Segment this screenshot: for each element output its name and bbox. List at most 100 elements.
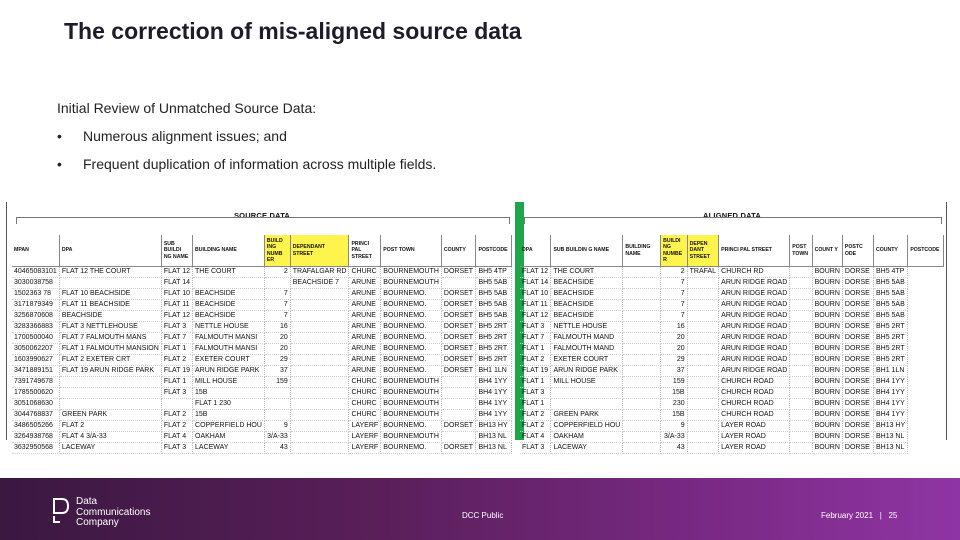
table-cell bbox=[441, 277, 477, 289]
table-cell: BH1 1LN bbox=[873, 365, 909, 377]
table-row: 40465083101 FLAT 12 THE COURT FLAT 12 THE C… bbox=[12, 266, 512, 278]
table-cell: 3486505266 bbox=[12, 420, 60, 432]
table-cell: 15B bbox=[660, 409, 688, 421]
frame-edge bbox=[946, 202, 947, 440]
table-cell: BEACHSIDE 7 bbox=[290, 277, 350, 289]
table-cell: ARUN RIDGE ROAD bbox=[718, 354, 791, 366]
table-cell: LAYER ROAD bbox=[718, 420, 791, 432]
table-cell: DORSE bbox=[842, 354, 874, 366]
table-cell bbox=[687, 299, 720, 311]
source-data-table: MPAN DPA SUB BUILDI NG NAME BUILDING NAME BU… bbox=[12, 235, 512, 454]
table-cell: BEACHSIDE bbox=[192, 299, 265, 311]
table-cell: FLAT 19 bbox=[520, 365, 552, 377]
table-row: FLAT 3 LACEWAY 43 LAYER ROAD BOURN DORSE BH13 … bbox=[520, 442, 944, 454]
table-cell: 16 bbox=[660, 321, 688, 333]
table-cell: BH5 4TP bbox=[873, 266, 909, 278]
classification-label: DCC Public bbox=[462, 511, 504, 520]
table-cell: FLAT 2 bbox=[520, 354, 552, 366]
table-cell bbox=[441, 398, 477, 410]
table-cell bbox=[687, 398, 720, 410]
table-cell: BOURNEMO. bbox=[380, 354, 442, 366]
table-cell bbox=[687, 343, 720, 355]
table-cell: DORSE bbox=[842, 321, 874, 333]
table-cell: BOURNEMO. bbox=[380, 310, 442, 322]
table-cell: 7 bbox=[264, 288, 291, 300]
table-cell: 9 bbox=[264, 420, 291, 432]
table-cell: FALMOUTH MANSI bbox=[192, 343, 265, 355]
table-cell: DORSE bbox=[842, 310, 874, 322]
table-cell: 1785500620 bbox=[12, 387, 60, 399]
table-cell: BOURN bbox=[812, 266, 843, 278]
table-cell bbox=[59, 387, 162, 399]
table-row: FLAT 1 FALMOUTH MAND 20 ARUN RIDGE ROAD BOUR… bbox=[520, 343, 944, 355]
table-cell: DORSET bbox=[441, 266, 477, 278]
table-cell bbox=[687, 310, 720, 322]
table-cell: BOURN bbox=[812, 310, 843, 322]
column-header: COUNTY bbox=[441, 235, 477, 267]
table-cell bbox=[290, 431, 350, 443]
table-cell: CHURC bbox=[348, 266, 382, 278]
table-cell: 7 bbox=[660, 299, 688, 311]
table-cell: FLAT 2 bbox=[59, 420, 162, 432]
table-cell bbox=[789, 376, 813, 388]
table-cell: DORSET bbox=[441, 321, 477, 333]
bullet-text: Numerous alignment issues; and bbox=[83, 128, 287, 144]
table-cell bbox=[192, 277, 265, 289]
table-cell bbox=[441, 376, 477, 388]
table-cell: FALMOUTH MANSI bbox=[192, 332, 265, 344]
table-cell: FLAT 2 bbox=[520, 420, 552, 432]
table-row: FLAT 12 THE COURT 2 TRAFAL CHURCH RD BOURN DOR… bbox=[520, 266, 944, 278]
table-cell: BOURN bbox=[812, 376, 843, 388]
table-cell: ARUN RIDGE ROAD bbox=[718, 365, 791, 377]
table-cell bbox=[789, 310, 813, 322]
table-cell: 16 bbox=[264, 321, 291, 333]
table-cell: MILL HOUSE bbox=[192, 376, 265, 388]
column-header: BUILD ING NUMB ER bbox=[264, 235, 291, 267]
table-cell: BEACHSIDE bbox=[550, 288, 624, 300]
slide-title: The correction of mis-aligned source dat… bbox=[64, 18, 522, 44]
table-cell: DORSE bbox=[842, 409, 874, 421]
table-cell: THE COURT bbox=[550, 266, 624, 278]
aligned-data-table: DPA SUB BUILDIN G NAME BUILDING NAME BUILDI… bbox=[520, 235, 944, 454]
bullet-text: Frequent duplication of information acro… bbox=[83, 156, 437, 172]
table-cell: BOURN bbox=[812, 277, 843, 289]
table-row: 3051068630 FLAT 1 230 CHURC BOURNEMOUTH BH4 … bbox=[12, 398, 512, 410]
table-cell bbox=[290, 321, 350, 333]
table-cell: BOURNEMO. bbox=[380, 343, 442, 355]
table-cell bbox=[687, 387, 720, 399]
table-cell bbox=[290, 343, 350, 355]
table-cell: BH5 2RT bbox=[475, 354, 512, 366]
table-cell bbox=[622, 442, 662, 454]
table-row: 3171879349 FLAT 11 BEACHSIDE FLAT 11 BEACHS… bbox=[12, 299, 512, 311]
table-cell bbox=[161, 398, 194, 410]
page-number: 25 bbox=[888, 511, 898, 520]
table-row: 1502363 78 FLAT 10 BEACHSIDE FLAT 10 BEACHS… bbox=[12, 288, 512, 300]
table-cell: CHURCH ROAD bbox=[718, 376, 791, 388]
table-cell: FLAT 3 bbox=[161, 387, 194, 399]
table-cell bbox=[789, 365, 813, 377]
table-row: 1700500040 FLAT 7 FALMOUTH MANS FLAT 7 FALM… bbox=[12, 332, 512, 344]
table-cell: BH4 1YY bbox=[873, 398, 909, 410]
table-cell: BH5 2RT bbox=[873, 343, 909, 355]
table-cell bbox=[622, 343, 662, 355]
table-cell: BOURNEMO. bbox=[380, 299, 442, 311]
table-cell: FLAT 2 bbox=[161, 354, 194, 366]
table-cell: 37 bbox=[264, 365, 291, 377]
table-cell: FLAT 12 bbox=[520, 310, 552, 322]
column-header: POSTC ODE bbox=[842, 235, 874, 267]
column-header: BUILDING NAME bbox=[622, 235, 662, 267]
table-cell: 29 bbox=[660, 354, 688, 366]
table-cell: DORSE bbox=[842, 277, 874, 289]
table-cell bbox=[789, 277, 813, 289]
table-cell: 3283366883 bbox=[12, 321, 60, 333]
table-cell: BOURN bbox=[812, 442, 843, 454]
table-cell: BOURNEMOUTH bbox=[380, 409, 442, 421]
intro-text: Initial Review of Unmatched Source Data: bbox=[57, 100, 317, 116]
table-cell bbox=[789, 431, 813, 443]
table-cell: FLAT 1 bbox=[161, 343, 194, 355]
column-header: BUILDI NG NUMBE R bbox=[660, 235, 688, 267]
table-cell bbox=[622, 332, 662, 344]
table-cell: ARUNE bbox=[348, 299, 382, 311]
table-cell bbox=[622, 277, 662, 289]
table-cell bbox=[622, 376, 662, 388]
